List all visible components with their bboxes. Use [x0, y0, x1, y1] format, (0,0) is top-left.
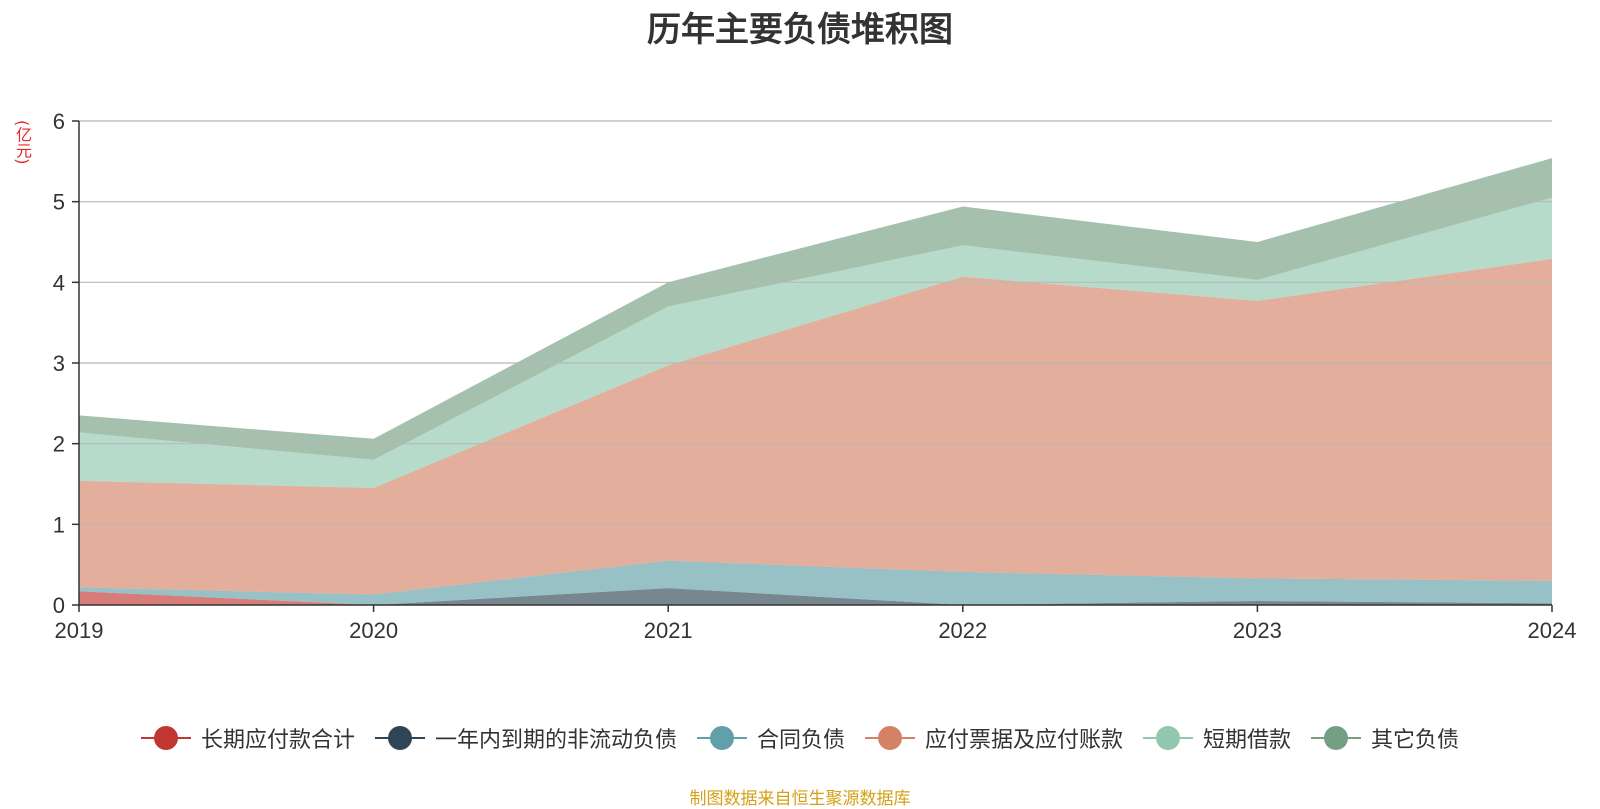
area-series-5 — [79, 158, 1552, 460]
legend-marker-icon — [696, 726, 747, 750]
legend-marker-icon — [1311, 726, 1362, 750]
y-tick-label-4: 4 — [53, 270, 65, 295]
x-tick-label-2022: 2022 — [938, 618, 987, 643]
x-tick-label-2021: 2021 — [644, 618, 693, 643]
legend-marker-icon — [865, 726, 915, 750]
legend-item-3[interactable]: 应付票据及应付账款 — [865, 722, 1123, 754]
area-series-2 — [79, 560, 1552, 605]
y-tick-label-6: 6 — [53, 109, 65, 134]
legend-marker-icon — [140, 726, 191, 750]
x-tick-label-2023: 2023 — [1233, 618, 1282, 643]
legend-label: 应付票据及应付账款 — [925, 728, 1124, 753]
x-tick-label-2024: 2024 — [1528, 618, 1577, 643]
legend-label: 合同负债 — [756, 728, 845, 753]
area-series-4 — [79, 197, 1552, 488]
y-tick-label-5: 5 — [53, 190, 65, 215]
chart-title: 历年主要负债堆积图 — [647, 10, 953, 50]
y-tick-label-1: 1 — [53, 512, 65, 537]
y-tick-label-3: 3 — [53, 351, 65, 376]
legend-item-4[interactable]: 短期借款 — [1143, 722, 1291, 754]
legend-item-2[interactable]: 合同负债 — [696, 722, 845, 754]
data-source-note: 制图数据来自恒生聚源数据库 — [689, 789, 911, 809]
legend-item-5[interactable]: 其它负债 — [1311, 722, 1459, 754]
legend-item-0[interactable]: 长期应付款合计 — [140, 722, 355, 754]
y-tick-label-2: 2 — [53, 432, 65, 457]
area-series-3 — [79, 258, 1552, 595]
legend-label: 长期应付款合计 — [200, 728, 355, 753]
x-tick-label-2019: 2019 — [55, 618, 104, 643]
area-series-0 — [79, 591, 1552, 605]
legend-marker-icon — [1143, 726, 1194, 750]
legend-label: 一年内到期的非流动负债 — [434, 728, 677, 753]
x-tick-label-2020: 2020 — [349, 618, 398, 643]
y-axis-unit-label: (亿元) — [13, 120, 32, 165]
legend-item-1[interactable]: 一年内到期的非流动负债 — [374, 722, 677, 754]
legend-label: 短期借款 — [1203, 728, 1292, 753]
legend-marker-icon — [374, 726, 425, 750]
chart-legend: 长期应付款合计 一年内到期的非流动负债 合同负债 应付票据及应付账款 短期借款 其它负债 — [0, 722, 1600, 754]
y-tick-label-0: 0 — [53, 593, 65, 618]
legend-label: 其它负债 — [1371, 728, 1460, 753]
